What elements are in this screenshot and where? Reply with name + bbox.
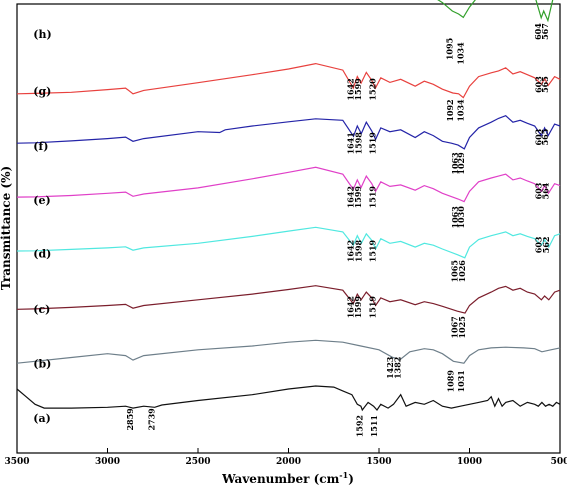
peak-label: 1598 xyxy=(353,239,363,262)
peak-label: 2859 xyxy=(125,408,135,431)
peak-label: 1034 xyxy=(455,99,465,122)
peak-label: 1599 xyxy=(353,296,363,319)
series-line-g xyxy=(16,62,561,99)
peak-label: 1026 xyxy=(457,260,467,283)
peak-label: 1642 xyxy=(345,240,355,262)
peak-label: 1642 xyxy=(345,186,355,208)
peak-label: 565 xyxy=(540,129,550,146)
peak-label: 1382 xyxy=(392,357,402,379)
peak-label: 1519 xyxy=(368,132,378,155)
series-layer xyxy=(16,0,561,412)
plot-frame xyxy=(16,3,561,454)
x-axis-title-tail: ) xyxy=(348,472,354,486)
peak-label: 1520 xyxy=(367,78,377,101)
x-axis-title-sup: -1 xyxy=(339,470,348,480)
series-line-e xyxy=(16,166,561,203)
series-line-h xyxy=(437,0,554,23)
peak-label: 1642 xyxy=(345,296,355,318)
peak-label: 2739 xyxy=(147,408,157,431)
x-axis-ticks: 3500 3000 2500 2000 1500 1000 500 xyxy=(4,448,567,467)
peak-label: 1031 xyxy=(456,370,466,392)
trace-label: (b) xyxy=(33,358,51,371)
peak-label: 1423 xyxy=(385,356,395,379)
peak-label: 1063 xyxy=(450,152,460,175)
x-tick-label: 1500 xyxy=(366,457,391,467)
peak-label: 1592 xyxy=(354,415,364,437)
peak-label: 1030 xyxy=(456,206,466,229)
peak-label: 1067 xyxy=(449,316,459,338)
peak-label: 1092 xyxy=(445,99,455,121)
peak-label: 564 xyxy=(540,182,550,199)
peak-label: 1025 xyxy=(457,316,467,338)
x-tick-label: 500 xyxy=(551,457,567,467)
peak-label: 1519 xyxy=(368,239,378,262)
x-tick-label: 2500 xyxy=(185,457,210,467)
x-axis-title: Wavenumber (cm-1) xyxy=(221,470,354,486)
peak-label: 1519 xyxy=(368,186,378,209)
trace-label: (c) xyxy=(33,303,50,316)
peak-label: 562 xyxy=(541,236,551,253)
x-tick-label: 1000 xyxy=(457,457,482,467)
trace-label: (f) xyxy=(33,140,48,153)
trace-labels: (h) (g) (f) (e) (d) (c) (b) (a) xyxy=(33,28,51,425)
peak-label: 1063 xyxy=(450,206,460,229)
trace-label: (h) xyxy=(33,28,51,41)
peak-label: 1641 xyxy=(345,132,355,154)
series-line-d xyxy=(16,226,561,259)
peak-label: 603 xyxy=(533,236,543,253)
x-axis-title-main: Wavenumber (cm xyxy=(221,472,339,486)
x-tick-label: 3000 xyxy=(95,457,120,467)
peak-label: 1511 xyxy=(369,415,379,437)
peak-label: 1029 xyxy=(456,152,466,175)
peak-label: 1599 xyxy=(353,186,363,209)
y-axis-title: Transmittance (%) xyxy=(0,166,13,290)
series-line-b xyxy=(16,339,561,364)
peak-label: 565 xyxy=(540,76,550,93)
peak-label: 603 xyxy=(533,182,543,199)
series-line-c xyxy=(16,285,561,314)
peak-label: 1065 xyxy=(450,260,460,282)
trace-label: (e) xyxy=(33,194,50,207)
trace-label: (a) xyxy=(33,412,51,425)
series-line-f xyxy=(16,115,561,150)
peak-label: 1599 xyxy=(353,78,363,101)
peak-label: 603 xyxy=(533,128,543,145)
peak-label: 603 xyxy=(533,76,543,93)
peak-label: 567 xyxy=(540,23,550,40)
peak-label: 604 xyxy=(533,23,543,40)
series-line-a xyxy=(16,385,561,412)
peak-label: 1034 xyxy=(455,42,465,65)
peak-label: 1519 xyxy=(368,296,378,319)
x-tick-label: 3500 xyxy=(4,457,29,467)
peak-label: 1095 xyxy=(444,38,454,60)
peak-label: 1089 xyxy=(445,370,455,393)
x-tick-label: 2000 xyxy=(276,457,301,467)
trace-label: (g) xyxy=(33,85,51,98)
peak-label: 1642 xyxy=(345,78,355,100)
trace-label: (d) xyxy=(33,248,51,261)
peak-label: 1598 xyxy=(353,132,363,155)
